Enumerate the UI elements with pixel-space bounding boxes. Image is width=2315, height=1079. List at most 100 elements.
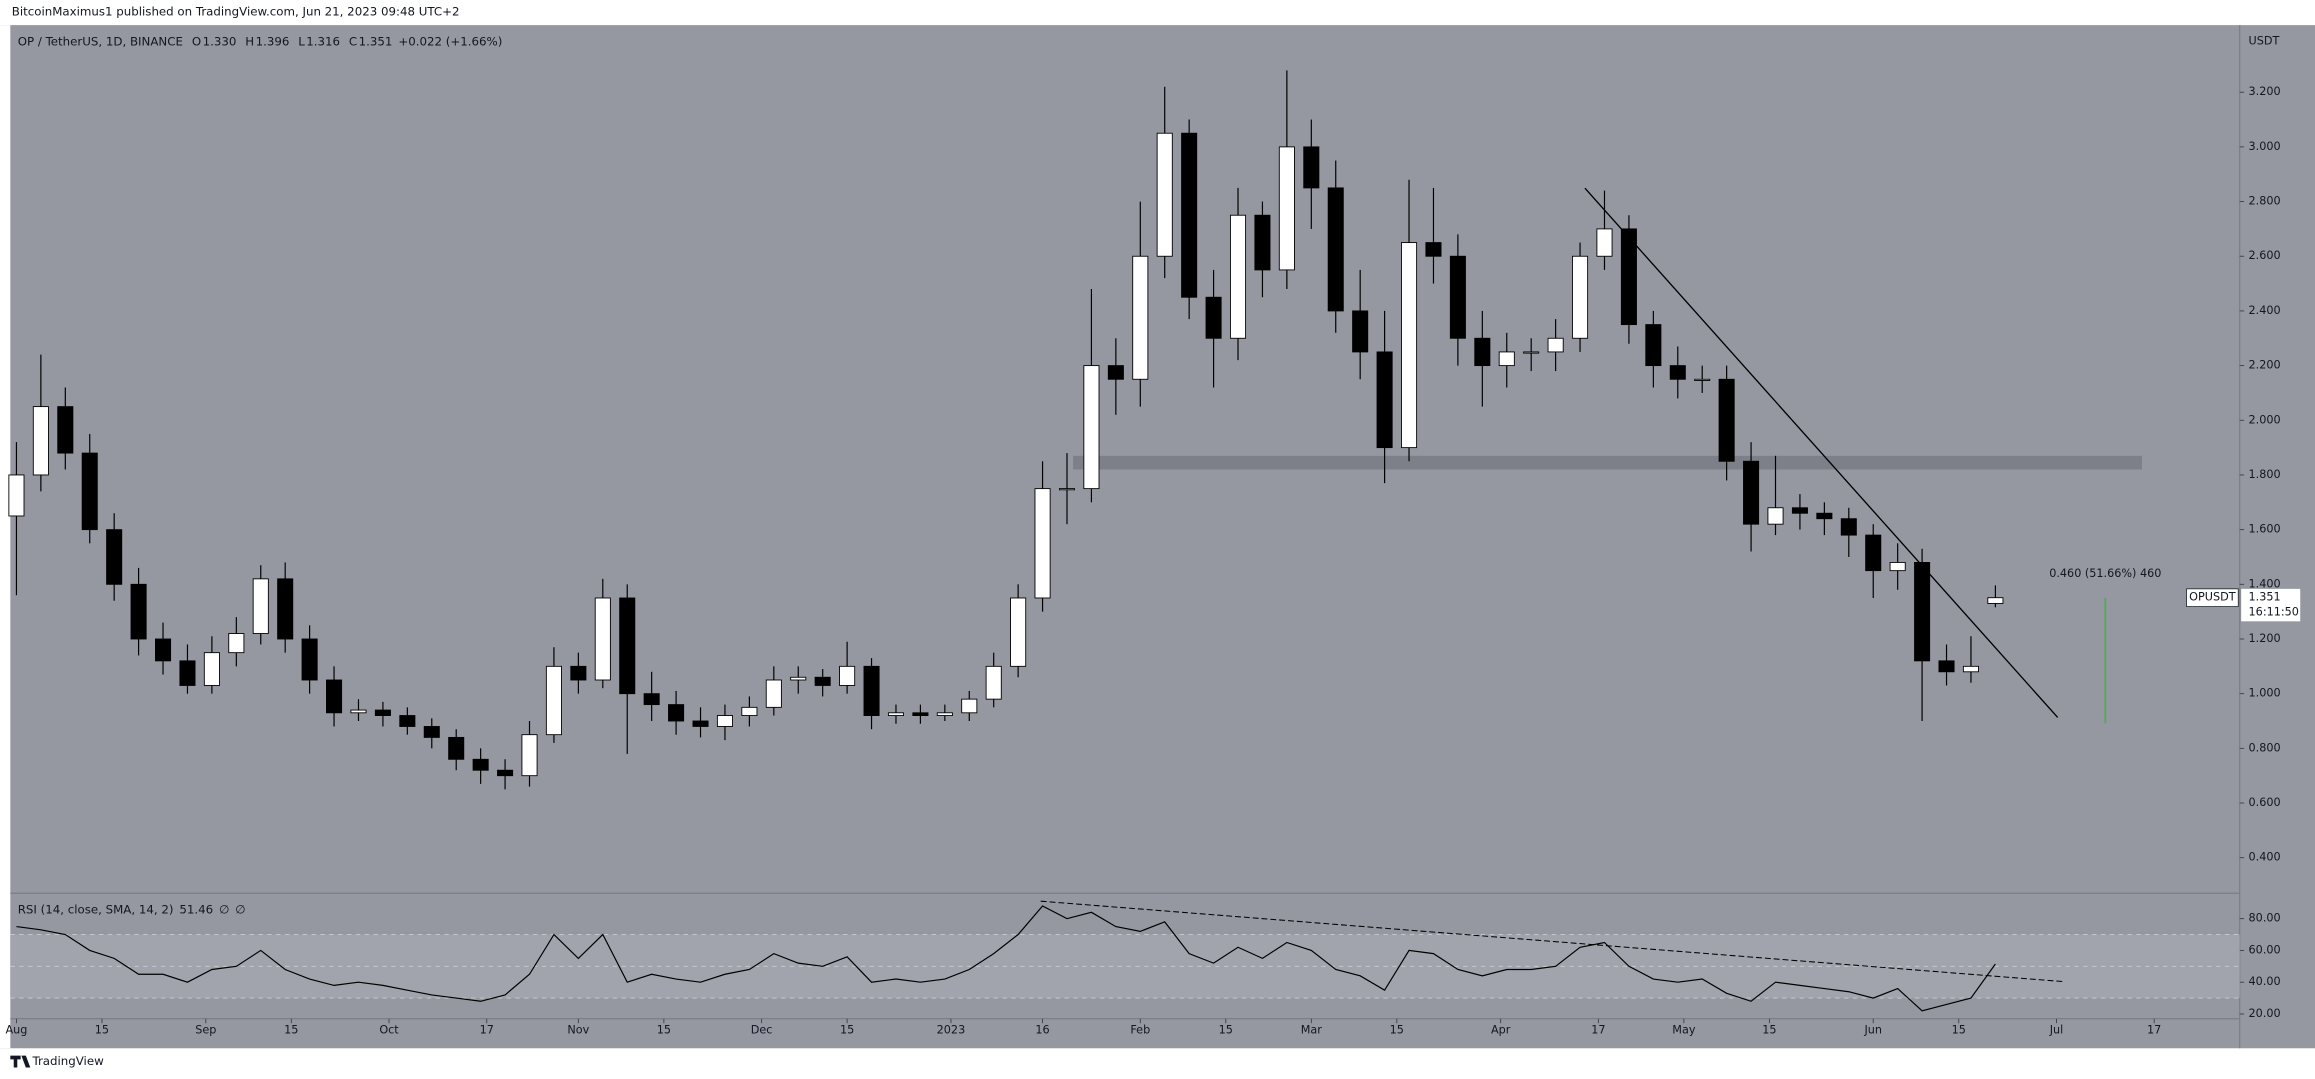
candle-body (1474, 337, 1491, 367)
candle (1718, 365, 1735, 481)
candle-body (1107, 365, 1124, 380)
candle-body (1791, 507, 1808, 514)
candle-body (1376, 351, 1393, 449)
rsi-extra: ∅ (235, 902, 245, 916)
candle (814, 669, 831, 697)
candle-body (1889, 562, 1906, 572)
countdown: 16:11:50 (2249, 605, 2299, 618)
publisher: BitcoinMaximus1 published on TradingView… (12, 4, 460, 18)
y-tick-label: 60.00 (2249, 943, 2281, 956)
y-tick-label: 2.000 (2249, 413, 2281, 426)
candle (1181, 119, 1198, 320)
candle-body (912, 712, 929, 716)
x-tick-label: Dec (751, 1024, 773, 1037)
candle (692, 707, 709, 738)
candle (130, 567, 147, 656)
candle (1791, 494, 1808, 530)
candle (1962, 636, 1979, 683)
candle-body (765, 679, 782, 708)
candle (472, 748, 489, 784)
x-tick-label: Jun (1863, 1024, 1882, 1037)
candle (228, 617, 245, 667)
candle-body (1523, 351, 1540, 354)
rsi-title: RSI (14, close, SMA, 14, 2) (18, 902, 174, 916)
candle-body (1498, 351, 1515, 367)
candle (521, 721, 538, 787)
candle-body (1401, 242, 1418, 449)
candle-body (1132, 255, 1149, 380)
candle-body (497, 769, 514, 777)
candle (8, 442, 25, 596)
candle (1156, 86, 1173, 279)
candle (1058, 453, 1076, 525)
x-tick-label: Oct (379, 1024, 399, 1037)
candle (277, 562, 294, 653)
candle (1547, 319, 1564, 372)
candle-body (1058, 488, 1076, 491)
candle-body (472, 758, 489, 771)
candle (81, 433, 98, 544)
candle-body (1718, 378, 1735, 462)
left-margin (0, 25, 11, 1049)
y-tick-label: 40.00 (2249, 975, 2281, 988)
candle-body (301, 638, 318, 681)
ohlc-key: O (192, 34, 201, 48)
change: +0.022 (+1.66%) (398, 34, 502, 48)
candle (594, 578, 611, 689)
candle (1132, 201, 1149, 407)
candle-body (1645, 324, 1662, 367)
candle-body (32, 406, 49, 476)
candle-body (1449, 255, 1466, 339)
candle (936, 704, 953, 722)
rsi-value: 51.46 (179, 902, 213, 916)
candle-body (619, 597, 636, 695)
y-tick-label: 1.000 (2249, 687, 2281, 700)
candle (32, 354, 49, 492)
candle (252, 565, 269, 645)
x-tick-label: 2023 (937, 1024, 966, 1037)
rsi-line (16, 905, 1996, 1012)
candle (179, 644, 196, 694)
candle (1914, 548, 1931, 722)
candle-body (326, 679, 343, 714)
candle-body (814, 676, 831, 686)
candle (1083, 289, 1100, 503)
candle (1010, 584, 1027, 678)
candle (790, 666, 807, 694)
candle-body (1840, 518, 1857, 536)
y-tick-label: 20.00 (2249, 1007, 2281, 1020)
x-tick-label: 17 (1591, 1024, 1605, 1037)
brand-name: TradingView (31, 1054, 104, 1068)
y-tick-label: 1.400 (2249, 577, 2281, 590)
candle-body (790, 676, 807, 681)
candle (1303, 119, 1320, 229)
candle-body (1572, 255, 1589, 339)
candle-body (741, 706, 758, 716)
last-price: 1.351 (2249, 591, 2281, 604)
candle-body (1352, 310, 1369, 353)
candle-body (155, 638, 172, 662)
candle (1816, 502, 1833, 536)
candle-body (1278, 146, 1295, 271)
ohlc-value: 1.316 (306, 34, 340, 48)
candle-body (1620, 228, 1637, 326)
candle-body (716, 715, 733, 727)
rsi-header: RSI (14, close, SMA, 14, 2) 51.46 ∅ ∅ (18, 902, 246, 916)
candle (716, 704, 733, 741)
x-tick-label: Aug (5, 1024, 27, 1037)
rsi-extra: ∅ (219, 902, 229, 916)
candle (1205, 269, 1222, 388)
brand: TradingView (10, 1054, 104, 1068)
candle (374, 701, 391, 727)
candle (1938, 644, 1955, 686)
x-tick-label: 15 (1219, 1024, 1233, 1037)
candle (643, 671, 660, 722)
candle (985, 652, 1002, 708)
candle-body (252, 578, 269, 634)
y-tick-label: 0.800 (2249, 741, 2281, 754)
candle (1376, 310, 1393, 484)
candle-body (1669, 365, 1686, 380)
candle (1889, 543, 1906, 590)
candle (1474, 310, 1491, 407)
